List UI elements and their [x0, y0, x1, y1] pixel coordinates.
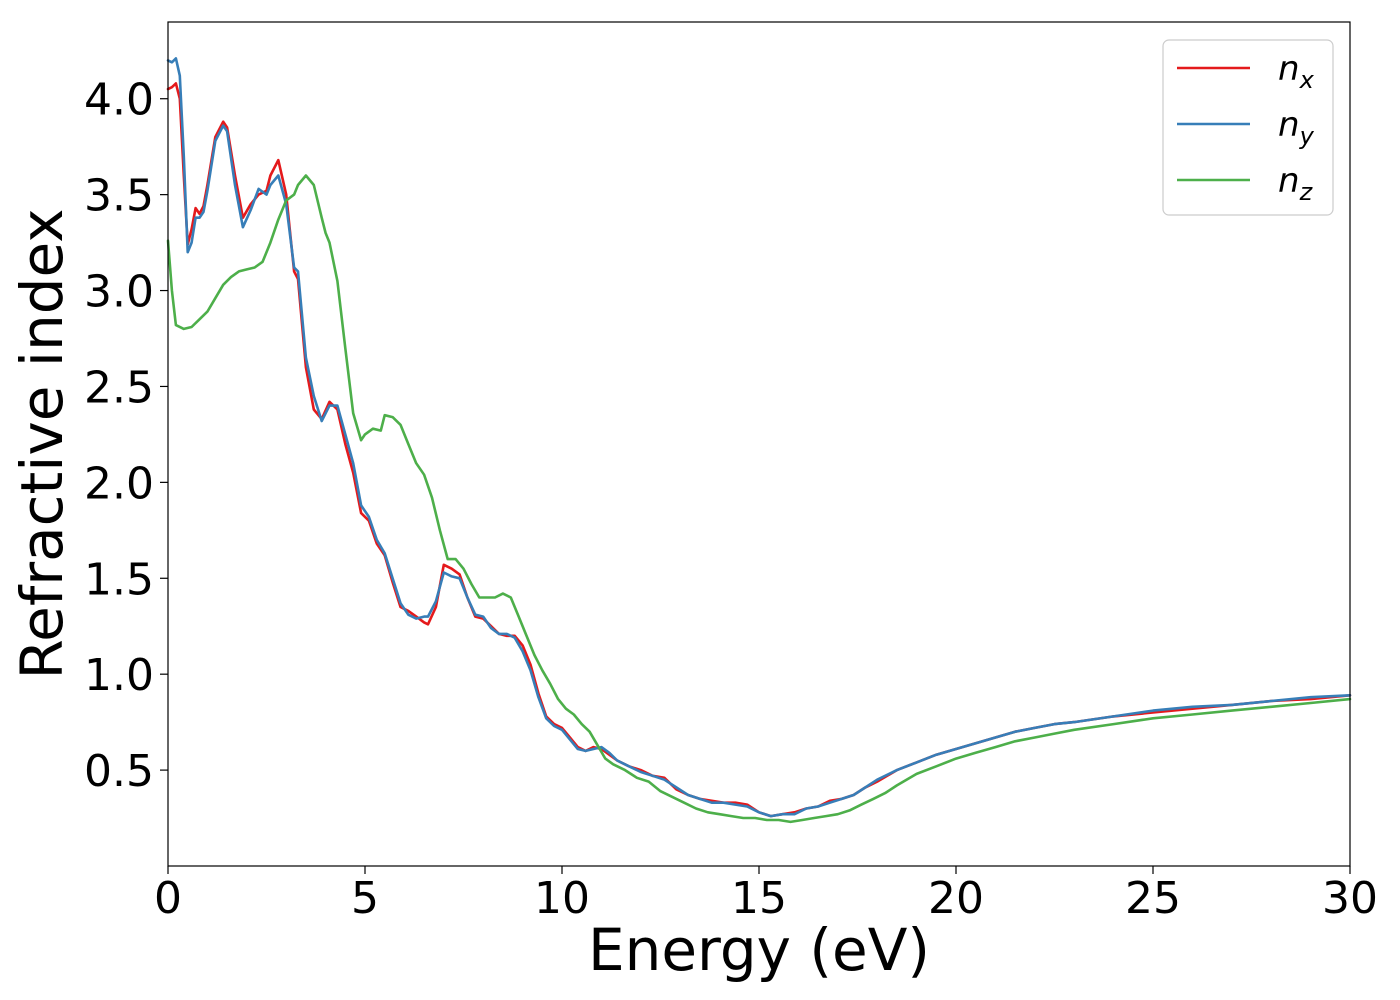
legend-frame: [1162, 39, 1334, 216]
y-tick-label: 3.5: [84, 171, 154, 222]
series-line-n-y: [166, 57, 1352, 818]
series-line-n-z: [166, 174, 1352, 824]
y-tick-label: 0.5: [84, 746, 154, 797]
y-tick-label: 1.5: [84, 554, 154, 605]
y-tick-label: 4.0: [84, 75, 154, 126]
x-axis: 0 5 10 15 20 25 30: [154, 866, 1378, 924]
x-tick-label: 5: [351, 873, 379, 924]
legend-label-y: ny: [1278, 105, 1315, 150]
x-tick-label: 0: [154, 873, 182, 924]
y-tick-label: 2.5: [84, 362, 154, 413]
y-tick-label: 3.0: [84, 267, 154, 318]
legend-label-x: nx: [1278, 49, 1315, 94]
y-axis-title: Refractive index: [8, 208, 76, 679]
legend-label-z: nz: [1278, 161, 1314, 206]
y-tick-label: 1.0: [84, 650, 154, 701]
x-tick-label: 25: [1125, 873, 1181, 924]
series-layer: [166, 57, 1352, 824]
x-tick-label: 20: [928, 873, 984, 924]
x-tick-label: 10: [534, 873, 590, 924]
y-axis: 0.5 1.0 1.5 2.0 2.5 3.0 3.5 4.0: [84, 75, 168, 797]
x-axis-title: Energy (eV): [588, 916, 930, 984]
series-line-n-x: [166, 82, 1352, 818]
legend: nx ny nz: [1162, 39, 1334, 216]
y-tick-label: 2.0: [84, 458, 154, 509]
x-tick-label: 15: [731, 873, 787, 924]
x-tick-label: 30: [1322, 873, 1378, 924]
